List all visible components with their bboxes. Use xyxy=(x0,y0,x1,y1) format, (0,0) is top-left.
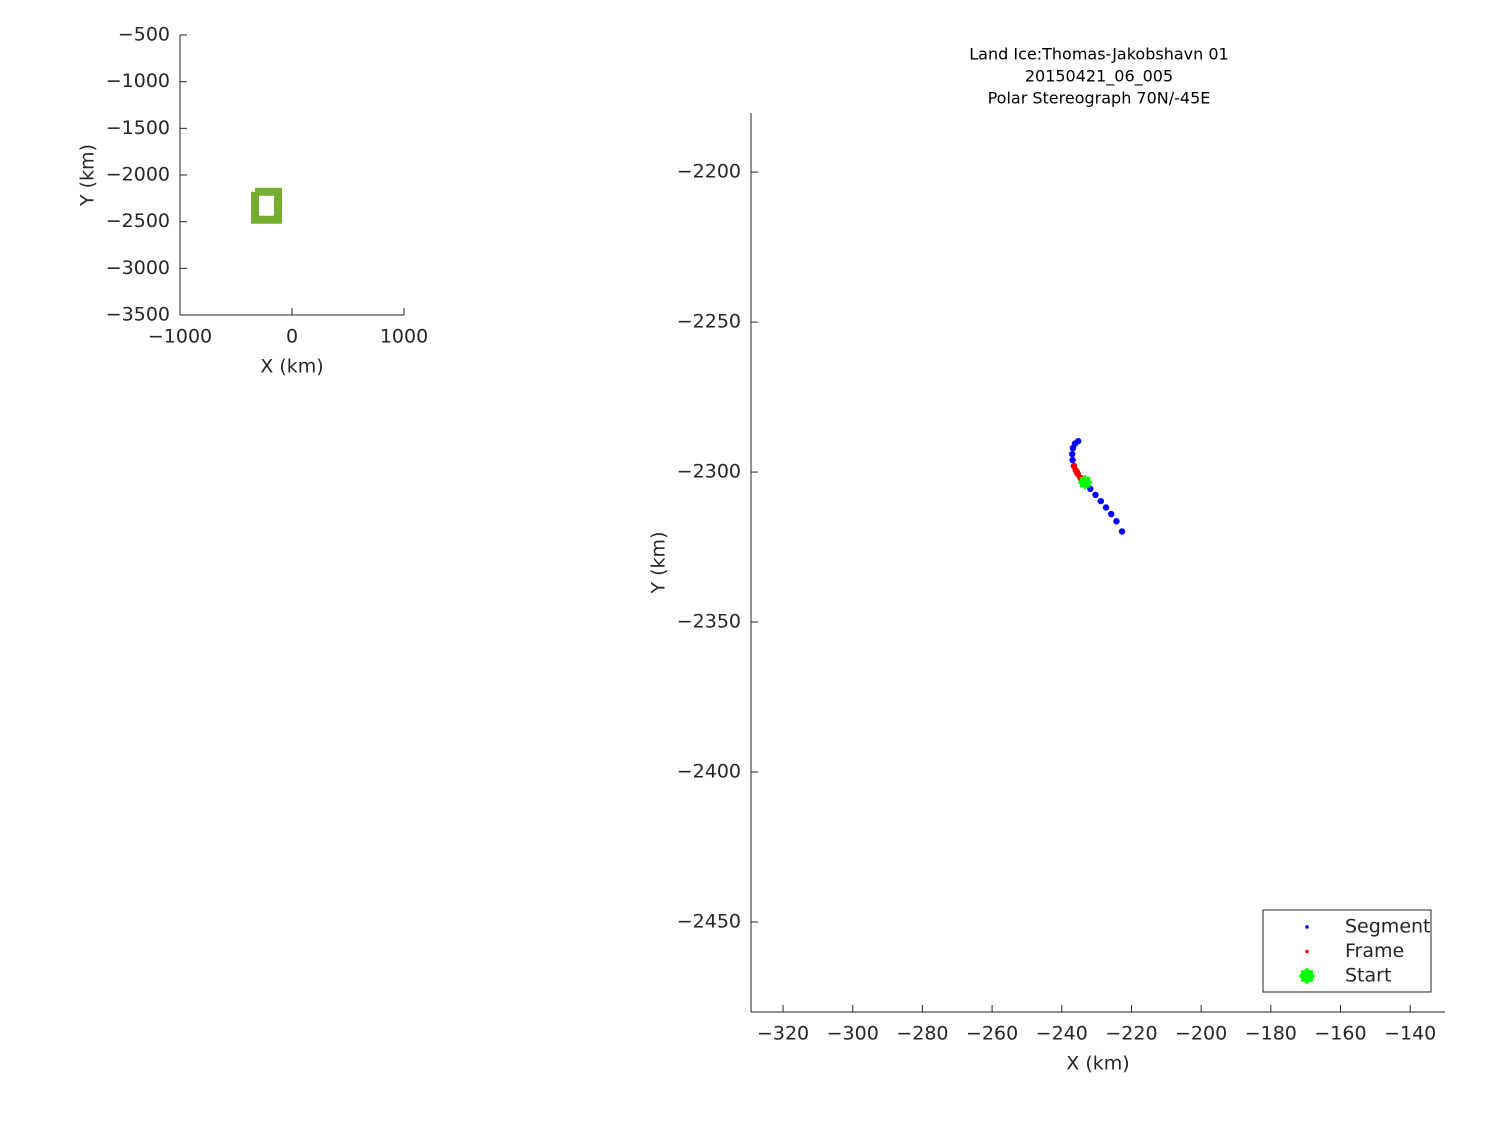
y-tick-label: −500 xyxy=(118,24,170,46)
y-tick-label: −3000 xyxy=(106,257,170,279)
x-tick-label: −320 xyxy=(757,1023,809,1045)
x-tick-label: −300 xyxy=(827,1023,879,1045)
x-tick-label: 1000 xyxy=(380,326,428,348)
point xyxy=(1069,444,1077,452)
x-tick-label: −140 xyxy=(1384,1023,1436,1045)
point xyxy=(1092,491,1099,499)
point xyxy=(1069,450,1076,458)
x-tick-label: −1000 xyxy=(148,326,212,348)
point xyxy=(1108,510,1115,518)
x-tick-label: 0 xyxy=(286,326,298,348)
x-tick-label: −200 xyxy=(1175,1023,1227,1045)
x-axis-label: X (km) xyxy=(1066,1053,1129,1075)
legend-marker xyxy=(1305,925,1309,929)
y-axis-label: Y (km) xyxy=(77,144,99,207)
y-tick-label: −2300 xyxy=(677,461,741,483)
y-tick-label: −1000 xyxy=(106,70,170,92)
y-tick-label: −2200 xyxy=(677,161,741,183)
y-tick-label: −2350 xyxy=(677,611,741,633)
point xyxy=(1113,518,1120,525)
x-tick-label: −160 xyxy=(1314,1023,1366,1045)
x-tick-label: −180 xyxy=(1245,1023,1297,1045)
y-tick-label: −2450 xyxy=(677,911,741,933)
y-tick-label: −2250 xyxy=(677,311,741,333)
y-tick-label: −2000 xyxy=(106,164,170,186)
point xyxy=(1102,504,1110,511)
legend-label: Segment xyxy=(1345,916,1431,938)
point xyxy=(1069,456,1076,464)
chart-title: Polar Stereograph 70N/-45E xyxy=(988,89,1211,108)
legend-label: Frame xyxy=(1345,940,1404,962)
x-tick-label: −240 xyxy=(1036,1023,1088,1045)
y-axis-label: Y (km) xyxy=(648,532,670,595)
y-tick-label: −1500 xyxy=(106,117,170,139)
point xyxy=(1118,528,1126,535)
y-tick-label: −3500 xyxy=(106,304,170,326)
legend-label: Start xyxy=(1345,965,1391,987)
y-tick-label: −2400 xyxy=(677,761,741,783)
point xyxy=(1077,474,1093,490)
chart-title: 20150421_06_005 xyxy=(1025,67,1173,87)
x-tick-label: −280 xyxy=(896,1023,948,1045)
legend-marker xyxy=(1305,949,1309,954)
x-tick-label: −220 xyxy=(1105,1023,1157,1045)
chart-title: Land Ice:Thomas-Jakobshavn 01 xyxy=(969,45,1228,64)
x-axis-label: X (km) xyxy=(260,356,323,378)
x-tick-label: −260 xyxy=(966,1023,1018,1045)
point xyxy=(1097,497,1104,505)
y-tick-label: −2500 xyxy=(106,210,170,232)
legend-marker xyxy=(1298,967,1316,985)
outline xyxy=(251,187,282,224)
legend-box xyxy=(1262,909,1432,993)
